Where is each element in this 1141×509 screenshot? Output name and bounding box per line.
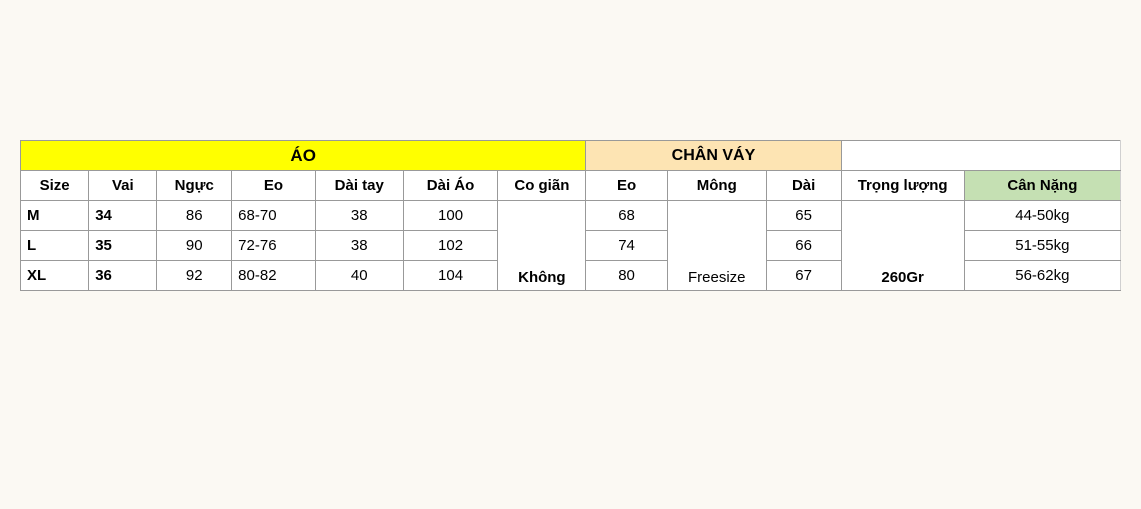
cell-can-nang: 51-55kg [964, 231, 1120, 261]
col-header-size: Size [21, 171, 89, 201]
cell-vai: 34 [89, 201, 157, 231]
col-header-co-gian: Co giãn [498, 171, 586, 201]
table-row: M 34 86 68-70 38 100 Không 68 Freesize 6… [21, 201, 1121, 231]
cell-eo-cv: 68 [586, 201, 667, 231]
cell-size: XL [21, 261, 89, 291]
col-header-eo-cv: Eo [586, 171, 667, 201]
cell-co-gian: Không [498, 201, 586, 291]
cell-nguc: 86 [157, 201, 232, 231]
col-header-dai-ao: Dài Áo [403, 171, 498, 201]
cell-eo-ao: 72-76 [232, 231, 316, 261]
cell-dai-tay: 38 [315, 231, 403, 261]
col-header-dai: Dài [766, 171, 841, 201]
cell-dai-ao: 104 [403, 261, 498, 291]
cell-size: M [21, 201, 89, 231]
cell-dai-tay: 38 [315, 201, 403, 231]
cell-eo-ao: 80-82 [232, 261, 316, 291]
column-header-row: Size Vai Ngực Eo Dài tay Dài Áo Co giãn … [21, 171, 1121, 201]
col-header-eo-ao: Eo [232, 171, 316, 201]
cell-vai: 35 [89, 231, 157, 261]
col-header-vai: Vai [89, 171, 157, 201]
cell-can-nang: 56-62kg [964, 261, 1120, 291]
cell-eo-cv: 80 [586, 261, 667, 291]
group-header-ao: ÁO [21, 141, 586, 171]
size-chart-table: ÁO CHÂN VÁY Size Vai Ngực Eo Dài tay Dài… [20, 140, 1121, 291]
col-header-nguc: Ngực [157, 171, 232, 201]
cell-can-nang: 44-50kg [964, 201, 1120, 231]
cell-dai: 66 [766, 231, 841, 261]
col-header-dai-tay: Dài tay [315, 171, 403, 201]
cell-nguc: 92 [157, 261, 232, 291]
group-header-chan-vay: CHÂN VÁY [586, 141, 841, 171]
cell-dai-ao: 102 [403, 231, 498, 261]
cell-dai-ao: 100 [403, 201, 498, 231]
cell-trong-luong: 260Gr [841, 201, 964, 291]
col-header-can-nang: Cân Nặng [964, 171, 1120, 201]
cell-size: L [21, 231, 89, 261]
cell-mong: Freesize [667, 201, 766, 291]
cell-nguc: 90 [157, 231, 232, 261]
group-header-row: ÁO CHÂN VÁY [21, 141, 1121, 171]
col-header-mong: Mông [667, 171, 766, 201]
cell-vai: 36 [89, 261, 157, 291]
cell-eo-ao: 68-70 [232, 201, 316, 231]
col-header-trong-luong: Trọng lượng [841, 171, 964, 201]
cell-dai-tay: 40 [315, 261, 403, 291]
cell-dai: 67 [766, 261, 841, 291]
group-header-blank [841, 141, 1120, 171]
cell-dai: 65 [766, 201, 841, 231]
cell-eo-cv: 74 [586, 231, 667, 261]
